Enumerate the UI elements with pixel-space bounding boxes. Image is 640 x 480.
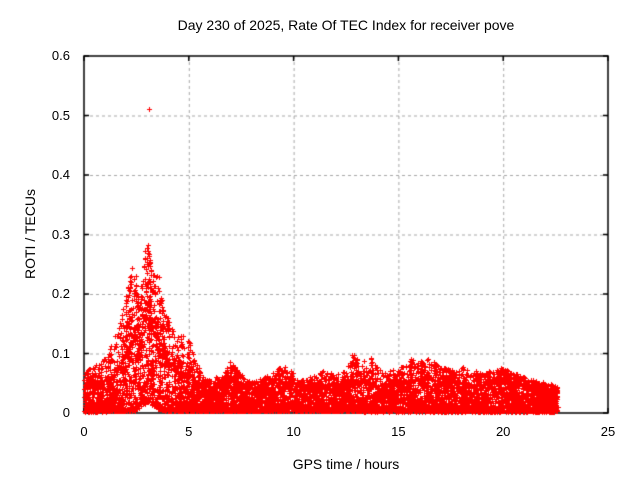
x-tick-label: 5 [185,424,193,439]
x-tick-label: 10 [286,424,301,439]
y-tick-label: 0.2 [51,286,70,301]
y-tick-label: 0.3 [51,226,70,242]
x-tick-label: 20 [495,424,511,439]
y-tick-label: 0.5 [51,107,70,123]
y-tick-label: 0.4 [51,167,70,182]
x-tick-label: 25 [600,424,616,439]
x-tick-label: 15 [391,424,406,439]
x-tick-label: 0 [80,424,88,439]
y-tick-label: 0.6 [51,48,70,63]
chart-title: Day 230 of 2025, Rate Of TEC Index for r… [177,17,515,33]
y-tick-label: 0.1 [51,345,70,361]
x-axis-title: GPS time / hours [292,456,400,472]
y-tick-label: 0 [62,405,70,420]
